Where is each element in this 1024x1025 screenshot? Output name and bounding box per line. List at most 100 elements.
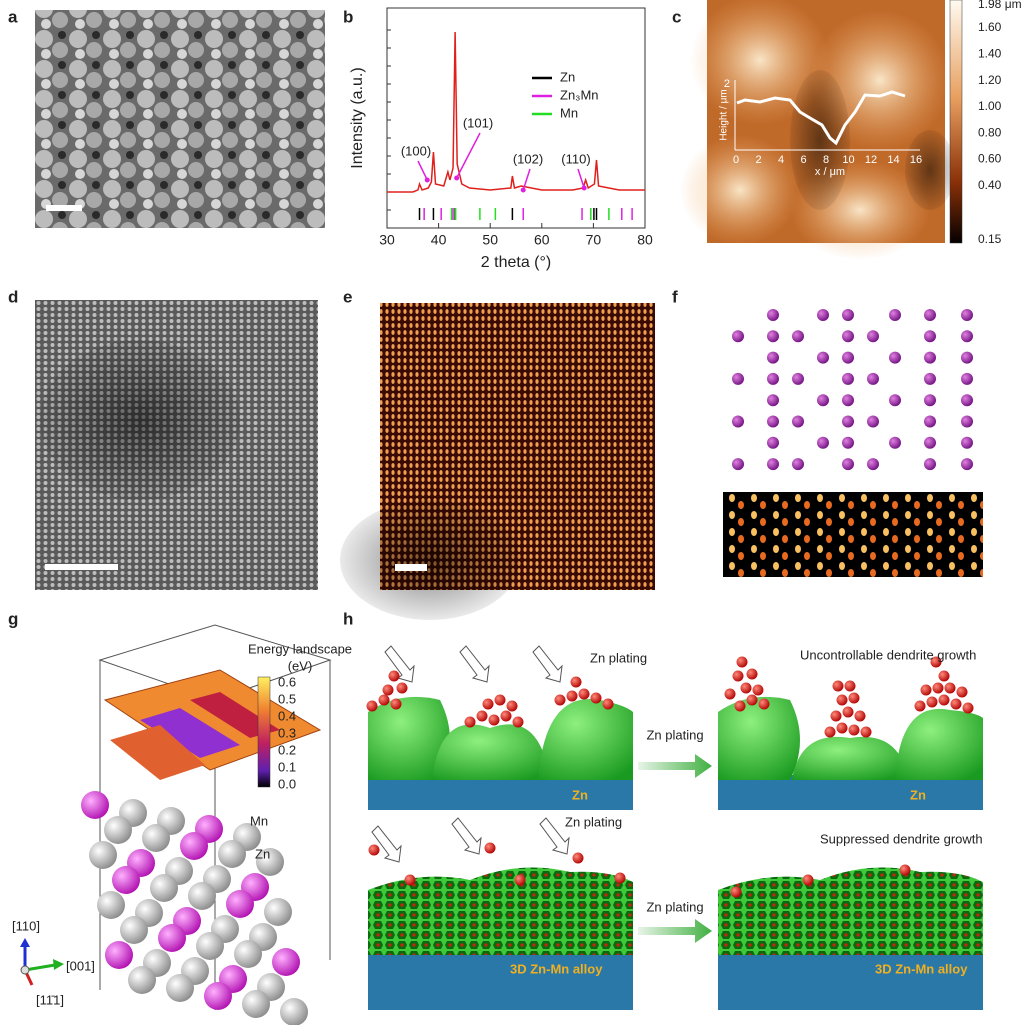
colorbar-tick-label: 0.2 [278,742,296,757]
atom [889,394,901,407]
colorbar-unit: (eV) [288,658,313,673]
zinc-atom [926,696,938,708]
atom [204,982,232,1010]
atom [180,832,208,860]
legend-label: Zn [560,69,575,84]
colorbar-title: Energy landscape [248,641,352,656]
colorbar-tick-label: 0.6 [278,674,296,689]
atom [867,458,879,471]
zinc-atom [590,692,602,704]
zinc-atom [899,864,911,876]
atom [732,415,744,428]
scale-bar [46,205,82,211]
x-axis-label: 2 theta (°) [481,254,551,271]
panel-label: d [8,287,18,306]
substrate-label: Zn [572,787,588,802]
profile-x-tick: 0 [733,154,739,166]
profile-x-tick: 16 [910,154,922,166]
zinc-atom [938,670,950,682]
zinc-atom [932,682,944,694]
zinc-atom [614,872,626,884]
simulated-image [723,492,983,577]
x-tick-label: 70 [586,232,602,248]
schematic [366,645,983,1010]
atom [961,415,973,428]
zinc-atom [484,842,496,854]
panel-label: c [672,7,681,26]
zinc-atom [914,700,926,712]
atom [924,309,936,321]
atom [112,866,140,894]
colorbar-tick-label: 1.60 [978,20,1002,34]
atom [924,351,936,364]
atom [767,394,779,407]
atom [264,898,292,926]
zinc-atom [824,726,836,738]
colorbar-tick-label: 0.5 [278,691,296,706]
zinc-atom [848,692,860,704]
atom [842,436,854,449]
atom [128,966,156,994]
zinc-atom [802,874,814,886]
atom [889,351,901,364]
annotation: (110) [561,151,590,166]
zinc-atom [844,680,856,692]
zinc-atom [404,874,416,886]
x-tick-label: 80 [637,232,653,248]
arrow-head [424,177,430,183]
colorbar-tick-label: 1.98 μm [978,0,1022,11]
atom [256,848,284,876]
zinc-atom [500,710,512,722]
profile-y-label: Height / μm [719,89,730,140]
zinc-atom [494,694,506,706]
atom-label: Mn [250,813,268,828]
atom [767,415,779,428]
legend-label: Mn [560,105,578,120]
zinc-atom [724,688,736,700]
colorbar-tick-label: 0.80 [978,125,1002,139]
atom [792,372,804,385]
zinc-atom [578,688,590,700]
profile-x-tick: 8 [823,154,829,166]
zinc-atom [476,710,488,722]
zinc-atom [390,698,402,710]
atom [234,940,262,968]
zinc-atom [740,682,752,694]
zinc-atom [930,656,942,668]
zinc-atom [836,722,848,734]
axis-label: [110] [12,918,40,933]
spectrum-line [387,31,645,193]
substrate-label: Zn [910,787,926,802]
panel-label: b [343,7,353,26]
axis-label: [001] [66,958,95,973]
panel-label: g [8,609,18,628]
atom [767,330,779,343]
zinc-atom [512,716,524,728]
atom [158,924,186,952]
atom [732,372,744,385]
zinc-atom [920,684,932,696]
annotation: (102) [513,151,543,166]
scale-bar [395,564,427,571]
atom [961,436,973,449]
atom [732,330,744,343]
atom [817,436,829,449]
xrd-chart: 30 40 50 60 70 80 2 theta (°) Intensity (a.u.) Z… [349,7,653,271]
annotation-arrow [577,168,585,189]
annotation: (100) [401,143,431,158]
atom [242,990,270,1018]
annotation-arrow [522,168,531,191]
atom [792,415,804,428]
profile-x-tick: 14 [887,154,899,166]
atom [767,458,779,471]
x-tick-label: 50 [482,232,498,248]
colorbar-tick-label: 0.15 [978,232,1002,246]
atom [81,791,109,819]
colorbar-tick-label: 0.1 [278,759,296,774]
panel-label: h [343,609,353,628]
arrow-label: Zn plating [646,727,703,742]
zinc-atom [730,886,742,898]
annotation-arrow [455,132,481,179]
x-tick-label: 40 [431,232,447,248]
y-axis-label: Intensity (a.u.) [349,67,366,168]
